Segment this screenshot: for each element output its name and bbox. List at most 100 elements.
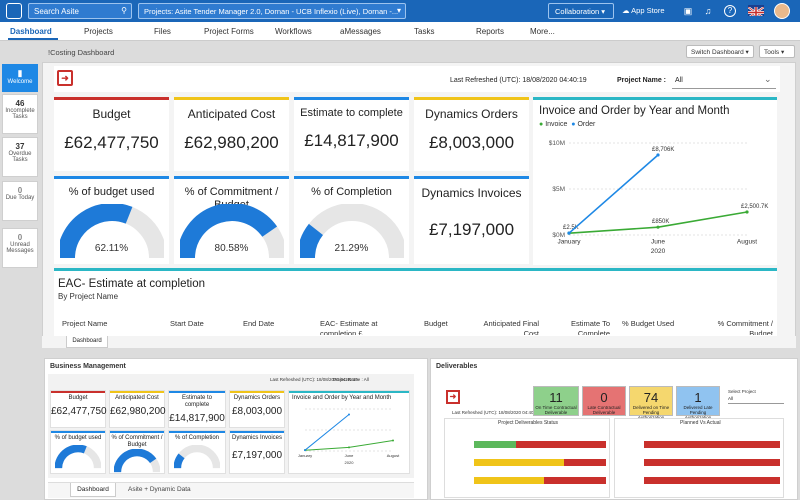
chevron-down-icon: ▾ <box>396 6 401 15</box>
project-name-select[interactable]: All <box>675 77 683 84</box>
eac-column-header[interactable]: Project Name <box>62 319 108 328</box>
planned-chart-title: Planned Vs Actual <box>680 420 721 426</box>
eac-column-header[interactable]: % Budget Used <box>622 319 675 328</box>
card-accent <box>51 391 105 393</box>
sidebar-unread-messages[interactable]: 0 Unread Messages <box>2 228 38 268</box>
eac-column-header[interactable]: Start Date <box>170 319 204 328</box>
mini-anticipated-card: Anticipated Cost £62,980,200 <box>109 390 166 428</box>
data-point <box>392 439 394 442</box>
nav-tasks[interactable]: Tasks <box>414 27 435 36</box>
card-accent <box>174 176 289 179</box>
last-refreshed-label: Last Refreshed (UTC): <box>450 77 521 84</box>
chevron-down-icon[interactable]: ⌄ <box>764 74 772 84</box>
card-value: £62,980,200 <box>184 133 279 152</box>
data-point <box>656 153 660 157</box>
card-accent <box>294 97 409 100</box>
incomplete-count: 46 <box>15 99 25 108</box>
powerbi-logo-icon: ➜ <box>57 70 73 86</box>
card-accent <box>230 391 284 393</box>
due-today-count: 0 <box>17 186 23 195</box>
data-label: £850K <box>652 219 669 225</box>
tools-button[interactable]: Tools ▾ <box>759 45 795 58</box>
tools-label: Tools <box>764 49 780 56</box>
gauge-value: 62.11% <box>94 243 129 254</box>
eac-subtitle: By Project Name <box>58 292 119 301</box>
card-accent <box>533 97 777 100</box>
video-icon[interactable]: ▣ <box>683 6 693 16</box>
filter-bar <box>54 66 780 92</box>
card-value: £8,003,000 <box>231 406 283 417</box>
mini-gauge-arc <box>173 444 221 469</box>
nav-project-forms[interactable]: Project Forms <box>204 27 254 36</box>
planned-vs-actual-chart <box>614 418 784 498</box>
mini-last-refreshed: Last Refreshed (UTC): 18/08/2020 04:40:1… <box>270 377 358 382</box>
mini-chart-plot: January June August 2020 <box>298 408 400 465</box>
card-title: Dynamics Orders <box>425 107 518 121</box>
mini-orders-card: Dynamics Orders £8,003,000 <box>229 390 285 428</box>
help-icon[interactable]: ? <box>724 5 736 17</box>
mini-refresh-label: Last Refreshed (UTC): <box>270 377 316 382</box>
card-accent <box>169 431 225 433</box>
card-title: Dynamics Invoices <box>231 435 282 441</box>
app-store-link[interactable]: ☁ App Store <box>622 6 665 15</box>
asite-logo-icon[interactable] <box>6 3 22 19</box>
mini-refresh-value: 18/08/2020 04:40:19 <box>316 377 358 382</box>
nav-amessages[interactable]: aMessages <box>340 27 381 36</box>
sidebar-overdue-tasks[interactable]: 37 Overdue Tasks <box>2 137 38 177</box>
tab-dashboard[interactable]: Dashboard <box>66 336 108 348</box>
switch-dashboard-label: Switch Dashboard <box>691 49 744 56</box>
report-tab-bar <box>42 336 796 348</box>
collaboration-button[interactable]: Collaboration ▾ <box>548 3 614 19</box>
uk-flag-icon[interactable] <box>748 5 764 16</box>
eac-column-header[interactable]: Estimate To Complete <box>570 319 610 335</box>
eac-column-header[interactable]: Anticipated Final Cost <box>483 319 539 335</box>
search-input[interactable]: Search Asite ⚲ <box>28 3 132 19</box>
nav-more[interactable]: More... <box>530 27 555 36</box>
sidebar-incomplete-tasks[interactable]: 46 Incomplete Tasks <box>2 94 38 134</box>
eac-title: EAC- Estimate at completion <box>58 278 206 290</box>
nav-reports[interactable]: Reports <box>476 27 505 36</box>
eac-column-header[interactable]: Budget <box>424 319 448 328</box>
y-tick-label: $0M <box>552 232 565 239</box>
sidebar-welcome[interactable]: ▮ Welcome <box>2 64 38 92</box>
switch-dashboard-button[interactable]: Switch Dashboard ▾ <box>686 45 754 58</box>
mini-chart-title: Invoice and Order by Year and Month <box>292 395 392 401</box>
due-today-label: Due Today <box>5 195 35 201</box>
kpi-count: 0 <box>600 390 608 405</box>
y-tick-label: $5M <box>552 186 565 193</box>
mini-gauge-card: % of budget used <box>50 430 106 474</box>
last-refreshed: Last Refreshed (UTC): 18/08/2020 04:40:1… <box>450 77 587 84</box>
mini-estimate-card: Estimate to complete £14,817,900 <box>168 390 226 428</box>
business-tab-dashboard[interactable]: Dashboard <box>70 483 116 497</box>
nav-projects[interactable]: Projects <box>84 27 113 36</box>
bell-icon[interactable]: ♫ <box>704 6 712 16</box>
chart-plot: $0M $5M $10M January June August 2020 £2.5K £850… <box>549 140 769 255</box>
chart-legend: ● Invoice ● Order <box>539 121 596 128</box>
card-title: % of Completion <box>174 435 220 441</box>
eac-column-header[interactable]: EAC- Estimate at completion £ <box>320 319 378 335</box>
eac-column-header[interactable]: % Commitment / Budget <box>717 319 773 335</box>
nav-files[interactable]: Files <box>154 27 171 36</box>
eac-table-card <box>54 268 777 338</box>
project-selector[interactable]: Projects: Asite Tender Manager 2.0, Dorn… <box>138 3 406 19</box>
kpi-late: 0 Late Contractual Deliverable <box>582 386 626 416</box>
data-point <box>348 413 350 416</box>
project-select-underline <box>672 88 776 89</box>
mini-gauge-arc <box>54 444 102 469</box>
nav-dashboard[interactable]: Dashboard <box>10 27 52 36</box>
nav-workflows[interactable]: Workflows <box>275 27 312 36</box>
sidebar-due-today[interactable]: 0 Due Today <box>2 181 38 221</box>
mini-gauge-arc <box>113 448 161 473</box>
card-title: Budget <box>68 395 88 401</box>
eac-column-header[interactable]: End Date <box>243 319 275 328</box>
unread-label: Unread Messages <box>6 242 34 254</box>
card-value: £62,477,750 <box>51 406 107 417</box>
deliverables-status-chart <box>444 418 610 498</box>
avatar[interactable] <box>774 3 790 19</box>
business-tab-dynamic-data[interactable]: Asite + Dynamic Data <box>128 486 191 493</box>
select-project-dropdown[interactable]: All <box>728 396 784 404</box>
card-title: Estimate to complete <box>181 395 212 408</box>
active-tab-indicator <box>8 38 58 40</box>
status-bar-2 <box>474 459 564 466</box>
card-accent <box>54 268 777 271</box>
